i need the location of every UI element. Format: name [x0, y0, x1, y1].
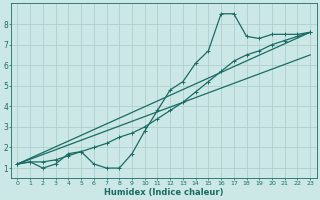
X-axis label: Humidex (Indice chaleur): Humidex (Indice chaleur): [104, 188, 224, 197]
